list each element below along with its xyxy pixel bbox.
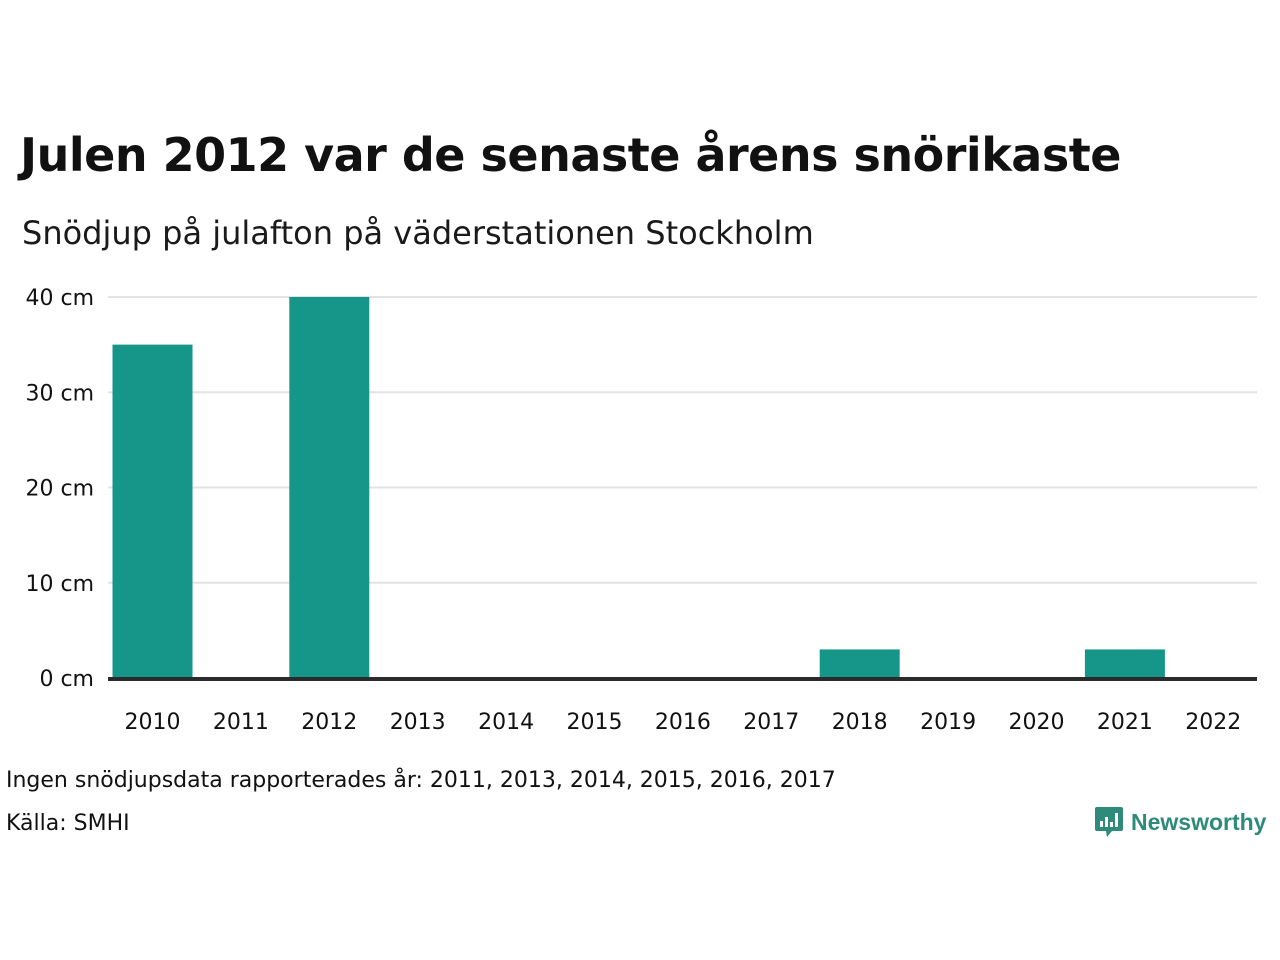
x-tick-label: 2017 <box>743 710 799 735</box>
x-tick-label: 2016 <box>655 710 711 735</box>
y-tick-label: 20 cm <box>25 477 94 502</box>
missing-data-note: Ingen snödjupsdata rapporterades år: 201… <box>6 768 836 793</box>
gridlines <box>108 296 1257 584</box>
x-tick-label: 2022 <box>1185 710 1241 735</box>
x-tick-label: 2010 <box>125 710 181 735</box>
newsworthy-logo-icon <box>1095 807 1123 837</box>
source-label: Källa: SMHI <box>6 811 130 836</box>
y-tick-label: 0 cm <box>39 667 94 692</box>
chart-title: Julen 2012 var de senaste årens snörikas… <box>20 128 1121 182</box>
x-tick-label: 2011 <box>213 710 269 735</box>
y-axis-ticks: 0 cm 10 cm 20 cm 30 cm 40 cm <box>25 286 94 692</box>
x-tick-label: 2015 <box>567 710 623 735</box>
x-tick-label: 2012 <box>301 710 357 735</box>
x-tick-label: 2021 <box>1097 710 1153 735</box>
x-tick-label: 2020 <box>1009 710 1065 735</box>
x-tick-label: 2019 <box>920 710 976 735</box>
bar <box>289 297 370 678</box>
bar <box>112 344 193 678</box>
bars <box>112 297 1165 678</box>
x-axis-ticks: 2010 2011 2012 2013 2014 2015 2016 2017 2018 2019… <box>125 710 1242 735</box>
bar <box>819 649 900 678</box>
x-tick-label: 2013 <box>390 710 446 735</box>
y-tick-label: 30 cm <box>25 381 94 406</box>
newsworthy-logo[interactable]: Newsworthy <box>1094 805 1266 839</box>
y-tick-label: 10 cm <box>25 572 94 597</box>
x-tick-label: 2018 <box>832 710 888 735</box>
bar <box>1084 649 1165 678</box>
chart-subtitle: Snödjup på julafton på väderstationen St… <box>22 214 814 252</box>
brand-name: Newsworthy <box>1131 808 1267 835</box>
y-tick-label: 40 cm <box>25 286 94 311</box>
x-tick-label: 2014 <box>478 710 534 735</box>
